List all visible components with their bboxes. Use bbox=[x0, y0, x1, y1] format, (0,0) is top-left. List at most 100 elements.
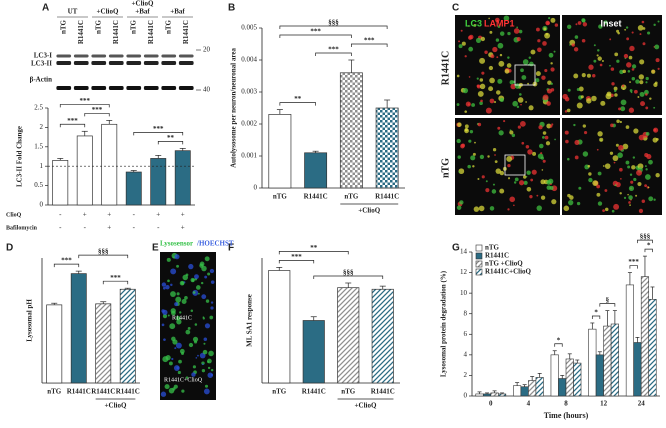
micrograph-spot bbox=[176, 319, 182, 325]
micrograph-spot bbox=[517, 125, 521, 129]
micrograph-spot bbox=[550, 67, 555, 72]
micrograph-spot bbox=[528, 56, 532, 59]
micrograph-spot bbox=[622, 143, 629, 150]
bar bbox=[565, 358, 574, 397]
y-tick-label: 0.005 bbox=[241, 24, 257, 32]
inset-box bbox=[514, 64, 536, 86]
bar bbox=[640, 276, 650, 397]
bar bbox=[125, 171, 142, 206]
blot-band bbox=[126, 86, 142, 90]
micrograph-spot bbox=[592, 74, 596, 78]
micrograph-spot bbox=[641, 199, 646, 204]
micrograph-spot bbox=[488, 86, 494, 92]
micrograph-spot bbox=[479, 57, 486, 64]
micrograph-spot bbox=[629, 204, 631, 206]
bar bbox=[371, 288, 394, 384]
micrograph-spot bbox=[632, 156, 636, 159]
micrograph-spot bbox=[166, 257, 171, 262]
image-caption: R1441C bbox=[172, 315, 192, 321]
micrograph-spot bbox=[160, 391, 167, 397]
micrograph-spot bbox=[511, 133, 516, 138]
significance-bracket bbox=[644, 248, 653, 253]
micrograph-spot bbox=[175, 296, 182, 303]
micrograph-spot bbox=[586, 73, 591, 78]
micrograph-spot bbox=[188, 263, 194, 270]
micrograph-spot bbox=[471, 103, 476, 107]
row-label: R1441C bbox=[440, 51, 451, 85]
y-tick-label: 0.001 bbox=[241, 152, 257, 160]
micrograph-spot bbox=[507, 31, 511, 36]
micrograph-spot bbox=[627, 70, 631, 73]
blot-lane: nTG bbox=[129, 19, 137, 34]
image-title: Inset bbox=[600, 18, 621, 28]
micrograph-spot bbox=[499, 170, 505, 176]
micrograph-spot bbox=[497, 126, 501, 130]
image-legend: LC3 bbox=[465, 18, 482, 28]
micrograph-spot bbox=[467, 35, 473, 40]
micrograph-spot bbox=[651, 69, 656, 74]
micrograph-spot bbox=[536, 27, 540, 32]
micrograph-spot bbox=[174, 347, 177, 350]
micrograph-spot bbox=[499, 31, 505, 36]
bar bbox=[174, 150, 191, 206]
x-tick-label: R1441C bbox=[116, 388, 140, 396]
micrograph-spot bbox=[526, 186, 532, 192]
group-label: +ClioQ bbox=[358, 207, 380, 215]
y-tick-label: 2.5 bbox=[34, 104, 43, 112]
micrograph-spot bbox=[654, 44, 660, 50]
micrograph-spot bbox=[637, 181, 642, 187]
micrograph-spot bbox=[554, 23, 559, 27]
micrograph-spot bbox=[513, 181, 517, 184]
micrograph-spot bbox=[596, 192, 601, 197]
micrograph-spot bbox=[649, 97, 652, 100]
micrograph-spot bbox=[468, 76, 471, 78]
blot-marker: 20 bbox=[203, 46, 211, 54]
micrograph-spot bbox=[477, 122, 482, 127]
row-mark: + bbox=[181, 224, 185, 232]
micrograph-spot bbox=[525, 145, 530, 149]
micrograph-spot bbox=[209, 315, 214, 320]
micrograph-spot bbox=[187, 326, 191, 330]
micrograph-spot bbox=[492, 183, 495, 186]
blot-condition: +ClioQ bbox=[132, 0, 154, 8]
micrograph-spot bbox=[178, 359, 182, 364]
micrograph-spot bbox=[654, 81, 658, 85]
bar bbox=[52, 160, 69, 206]
micrograph-spot bbox=[459, 200, 464, 205]
x-axis-label: Time (hours) bbox=[544, 411, 589, 420]
micrograph-spot bbox=[531, 169, 537, 175]
micrograph-spot bbox=[547, 88, 552, 94]
y-axis-label: ML SA1 response bbox=[246, 294, 254, 347]
significance-label: *** bbox=[61, 257, 72, 265]
micrograph-spot bbox=[621, 84, 625, 87]
micrograph-spot bbox=[629, 81, 631, 83]
significance-bracket bbox=[313, 275, 384, 279]
blot-band bbox=[178, 86, 194, 90]
micrograph-spot bbox=[174, 254, 180, 260]
micrograph-spot bbox=[597, 171, 602, 176]
micrograph-spot bbox=[174, 302, 179, 307]
row-mark: + bbox=[83, 211, 87, 219]
panel-label: C bbox=[452, 3, 459, 14]
blot-band bbox=[161, 61, 177, 65]
micrograph-spot bbox=[489, 77, 495, 84]
bar bbox=[558, 378, 567, 397]
micrograph-spot bbox=[620, 177, 622, 180]
micrograph-spot bbox=[485, 107, 492, 114]
significance-label: *** bbox=[110, 274, 121, 282]
legend-swatch bbox=[475, 260, 483, 268]
row-mark: + bbox=[107, 211, 111, 219]
bar bbox=[648, 299, 657, 397]
micrograph-spot bbox=[497, 78, 503, 84]
micrograph-spot bbox=[509, 196, 516, 203]
micrograph-spot bbox=[172, 387, 176, 391]
micrograph-spot bbox=[536, 194, 539, 197]
significance-bracket bbox=[157, 141, 184, 145]
micrograph-spot bbox=[503, 15, 510, 22]
significance-bracket bbox=[554, 343, 563, 347]
significance-label: ** bbox=[167, 134, 175, 142]
micrograph-spot bbox=[627, 193, 629, 196]
micrograph-spot bbox=[489, 98, 495, 104]
micrograph-spot bbox=[167, 314, 170, 317]
micrograph-spot bbox=[636, 169, 642, 176]
